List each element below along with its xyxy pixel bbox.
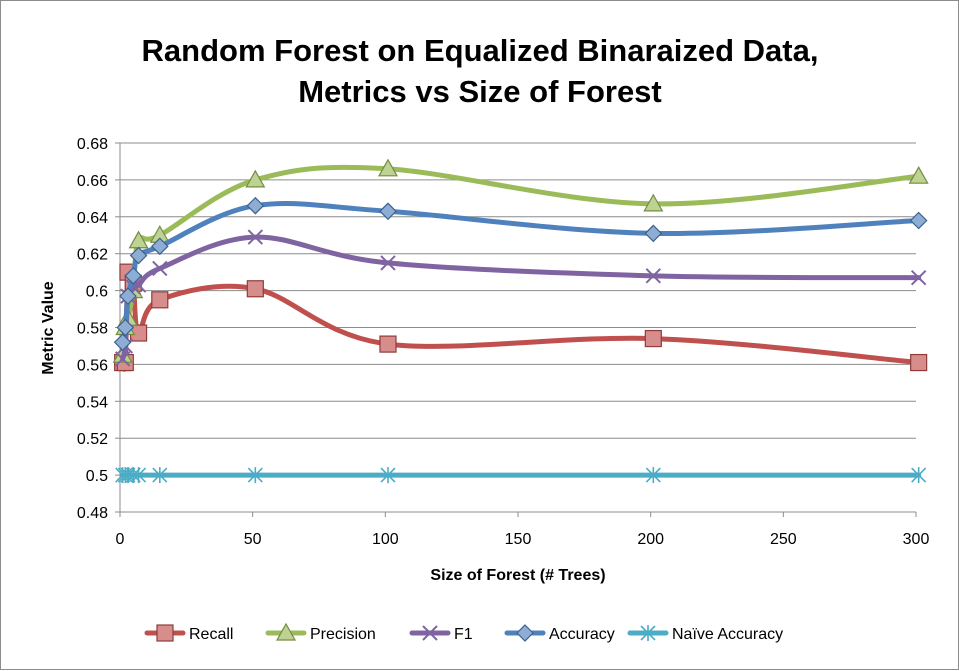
legend-label-na-ve-accuracy: Naïve Accuracy [672, 626, 783, 643]
x-tick-label: 100 [372, 531, 399, 548]
series-recall [114, 263, 928, 372]
data-point-na-ve-accuracy [911, 467, 927, 484]
legend-marker-f1 [422, 625, 438, 641]
legend-item-accuracy: Accuracy [504, 624, 615, 643]
data-point-recall [910, 353, 928, 372]
legend: Recall Precision F1 Accuracy Naïve Accuracy [144, 622, 783, 643]
data-point-f1 [380, 255, 396, 271]
legend-item-f1: F1 [409, 625, 473, 643]
y-tick-label: 0.66 [77, 173, 108, 190]
data-point-precision [377, 158, 399, 177]
legend-item-recall: Recall [144, 624, 233, 643]
data-point-f1 [247, 229, 264, 245]
chart-title-line-1: Random Forest on Equalized Binaraized Da… [142, 33, 819, 68]
data-point-precision [245, 169, 266, 188]
y-tick-label: 0.48 [77, 505, 108, 522]
data-point-f1 [114, 351, 131, 367]
x-tick-label: 50 [244, 531, 262, 548]
legend-marker-accuracy [516, 624, 534, 642]
data-point-na-ve-accuracy [247, 467, 263, 484]
legend-marker-na-ve-accuracy [640, 625, 656, 641]
legend-item-precision: Precision [265, 622, 376, 643]
data-point-accuracy [644, 224, 663, 243]
series-group [112, 158, 929, 484]
series-line-precision [120, 164, 922, 358]
data-point-accuracy [379, 202, 397, 221]
legend-item-na-ve-accuracy: Naïve Accuracy [627, 625, 783, 643]
y-tick-label: 0.64 [77, 210, 108, 227]
data-point-f1 [910, 269, 927, 286]
y-tick-label: 0.5 [86, 468, 108, 485]
data-point-na-ve-accuracy [645, 467, 661, 484]
series-accuracy [113, 196, 928, 352]
series-precision [112, 158, 929, 363]
y-tick-label: 0.62 [77, 247, 108, 264]
x-tick-labels: 0 50 100 150 200 250 300 [116, 531, 930, 548]
axes [115, 142, 917, 517]
data-point-accuracy [116, 318, 135, 337]
y-tick-labels: 0.48 0.5 0.52 0.54 0.56 0.58 0.6 0.62 0.64 0.66 0.… [77, 136, 108, 522]
x-tick-label: 150 [505, 531, 532, 548]
data-point-na-ve-accuracy [117, 467, 133, 484]
chart-title-line-2: Metrics vs Size of Forest [298, 74, 662, 109]
data-point-accuracy [909, 211, 928, 230]
data-point-precision [908, 165, 929, 184]
data-point-accuracy [119, 287, 137, 305]
x-tick-label: 250 [770, 531, 797, 548]
x-tick-label: 300 [903, 531, 930, 548]
data-point-recall [379, 335, 397, 353]
y-tick-label: 0.6 [86, 284, 108, 301]
data-point-na-ve-accuracy [380, 467, 396, 484]
data-point-accuracy [129, 246, 148, 265]
y-tick-label: 0.54 [77, 394, 108, 411]
data-point-na-ve-accuracy [152, 467, 168, 484]
x-tick-label: 200 [637, 531, 664, 548]
y-tick-label: 0.56 [77, 357, 108, 374]
y-axis-title: Metric Value [40, 281, 57, 374]
series-f1 [114, 229, 927, 367]
data-point-f1 [645, 268, 662, 284]
legend-label-precision: Precision [310, 626, 376, 643]
series-line-recall [120, 264, 922, 372]
x-tick-label: 0 [116, 531, 125, 548]
y-tick-label: 0.68 [77, 136, 108, 153]
data-point-recall [246, 280, 264, 298]
data-point-accuracy [150, 237, 169, 256]
legend-label-recall: Recall [189, 626, 233, 643]
legend-label-accuracy: Accuracy [549, 626, 615, 643]
data-point-accuracy [124, 266, 143, 285]
data-point-f1 [152, 260, 168, 277]
data-point-recall [151, 291, 169, 309]
data-point-accuracy [113, 333, 132, 352]
data-point-precision [643, 193, 664, 212]
series-na-ve-accuracy [115, 467, 927, 484]
x-axis-title: Size of Forest (# Trees) [430, 567, 605, 584]
legend-label-f1: F1 [454, 626, 473, 643]
data-point-recall [644, 329, 662, 348]
legend-marker-precision [275, 622, 297, 641]
y-tick-label: 0.52 [77, 431, 108, 448]
data-point-na-ve-accuracy [131, 467, 147, 484]
legend-marker-recall [156, 624, 174, 642]
data-point-accuracy [246, 196, 265, 215]
y-tick-label: 0.58 [77, 321, 108, 338]
